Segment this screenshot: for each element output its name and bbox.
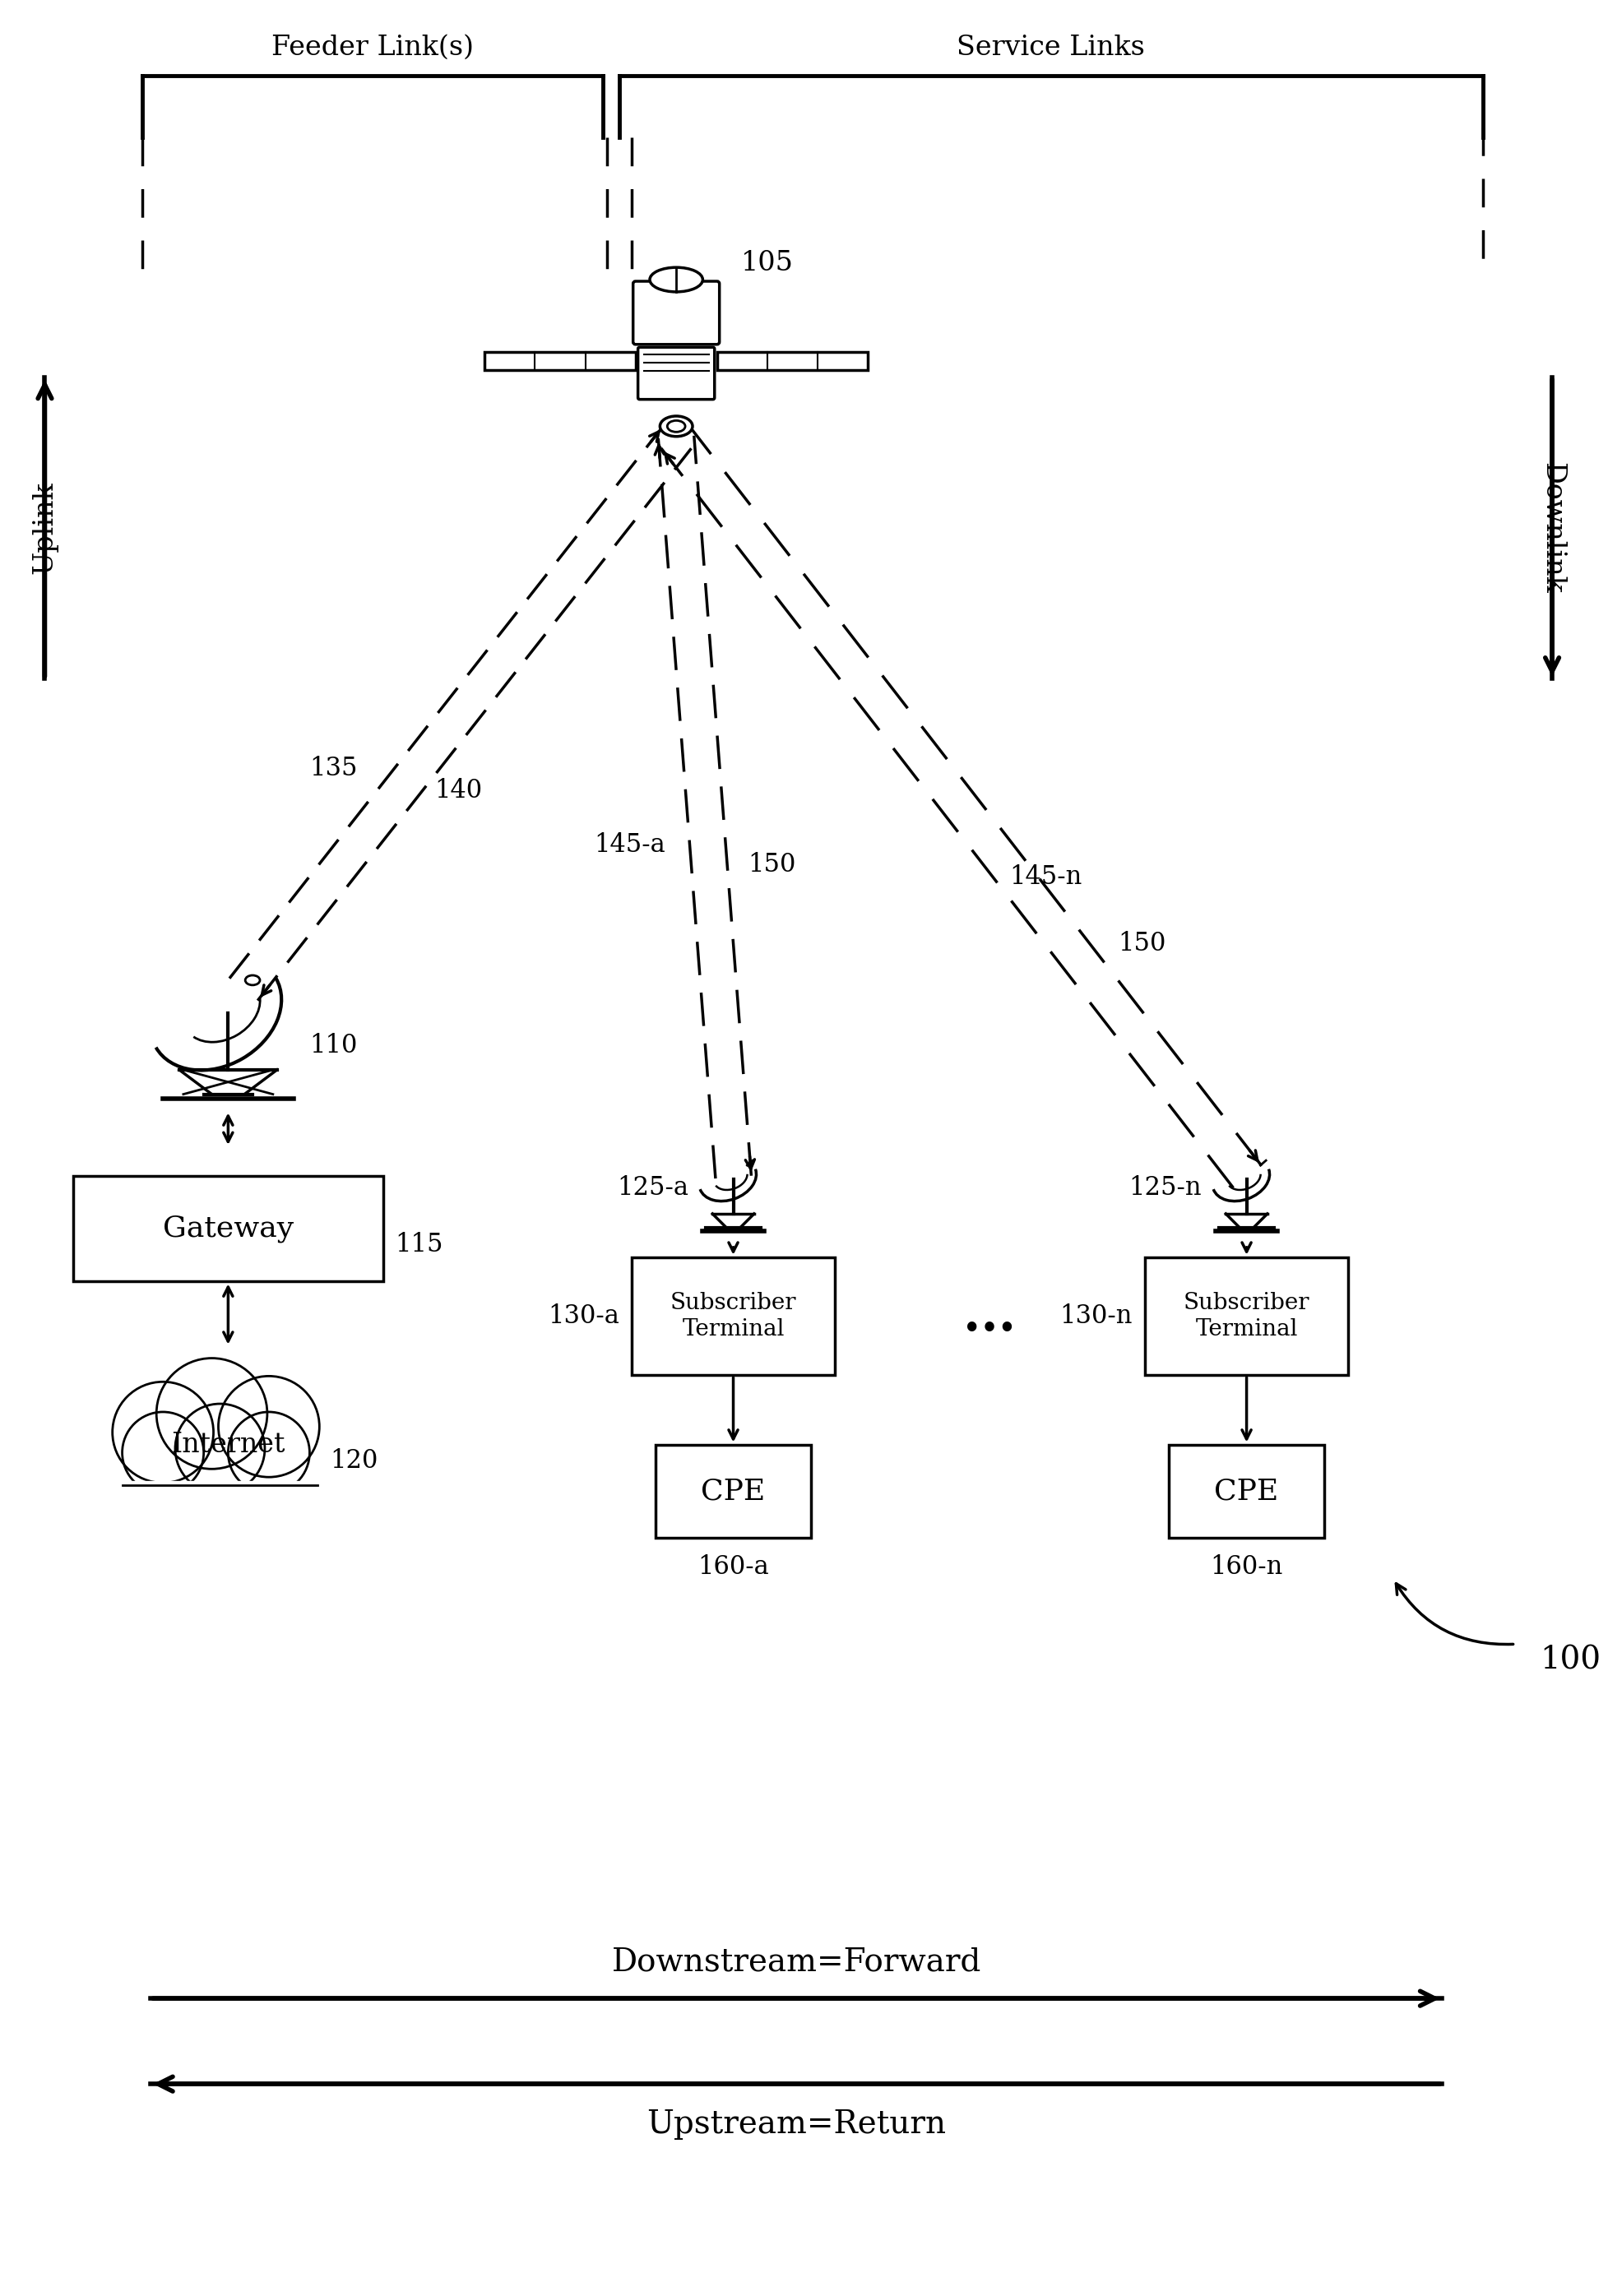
FancyBboxPatch shape — [484, 351, 635, 370]
Text: 150: 150 — [748, 852, 796, 877]
FancyBboxPatch shape — [717, 351, 867, 370]
Text: Subscriber
Terminal: Subscriber Terminal — [1183, 1293, 1309, 1341]
Text: 140: 140 — [434, 778, 482, 804]
FancyBboxPatch shape — [630, 1258, 835, 1375]
Text: 125-a: 125-a — [616, 1176, 688, 1201]
Text: 100: 100 — [1539, 1646, 1600, 1676]
Text: Feeder Link(s): Feeder Link(s) — [272, 34, 474, 60]
Circle shape — [113, 1382, 214, 1483]
Text: 110: 110 — [309, 1033, 357, 1058]
Text: Uplink: Uplink — [32, 482, 58, 574]
Ellipse shape — [244, 976, 260, 985]
Text: Internet: Internet — [170, 1430, 285, 1458]
FancyBboxPatch shape — [1169, 1444, 1323, 1538]
Circle shape — [228, 1412, 309, 1492]
Text: 160-a: 160-a — [698, 1554, 769, 1580]
FancyBboxPatch shape — [74, 1176, 383, 1281]
Text: Downstream=Forward: Downstream=Forward — [611, 1947, 981, 1977]
Text: 145-n: 145-n — [1008, 863, 1081, 891]
Text: 120: 120 — [330, 1449, 378, 1474]
Text: 135: 135 — [309, 755, 357, 781]
Text: ...: ... — [963, 1293, 1016, 1341]
FancyBboxPatch shape — [638, 347, 714, 400]
Text: Service Links: Service Links — [957, 34, 1145, 60]
FancyBboxPatch shape — [632, 280, 719, 344]
Ellipse shape — [650, 266, 703, 292]
FancyBboxPatch shape — [1145, 1258, 1348, 1375]
Text: Upstream=Return: Upstream=Return — [646, 2110, 946, 2140]
Text: 130-n: 130-n — [1060, 1304, 1132, 1329]
Text: 125-n: 125-n — [1129, 1176, 1201, 1201]
Circle shape — [122, 1412, 204, 1492]
Text: 145-a: 145-a — [593, 833, 666, 859]
Text: 130-a: 130-a — [547, 1304, 619, 1329]
Circle shape — [175, 1403, 265, 1492]
Text: Downlink: Downlink — [1539, 461, 1565, 595]
Circle shape — [156, 1359, 267, 1469]
Ellipse shape — [667, 420, 685, 432]
Text: 160-n: 160-n — [1209, 1554, 1282, 1580]
Circle shape — [219, 1375, 320, 1476]
FancyBboxPatch shape — [656, 1444, 810, 1538]
Ellipse shape — [659, 416, 691, 436]
Text: 105: 105 — [741, 250, 794, 276]
Text: Subscriber
Terminal: Subscriber Terminal — [671, 1293, 796, 1341]
Text: 115: 115 — [396, 1233, 444, 1258]
Text: 150: 150 — [1118, 930, 1166, 957]
Text: CPE: CPE — [701, 1476, 765, 1506]
Text: Gateway: Gateway — [162, 1215, 293, 1242]
Text: CPE: CPE — [1214, 1476, 1278, 1506]
